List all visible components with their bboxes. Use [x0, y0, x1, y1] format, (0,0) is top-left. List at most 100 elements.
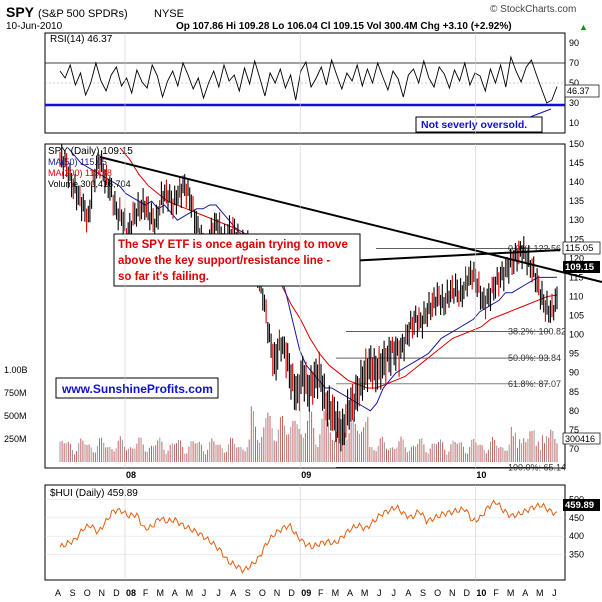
- x-axis-label: M: [361, 588, 369, 598]
- exchange: NYSE: [154, 8, 184, 20]
- price-tick-label: 130: [569, 215, 584, 225]
- website-box: [55, 377, 219, 399]
- price-tick-label: 100: [569, 330, 584, 340]
- price-annotation: The SPY ETF is once again trying to move…: [118, 239, 351, 283]
- rsi-label: RSI(14) 46.37: [50, 34, 113, 45]
- price-tick-label: 135: [569, 196, 584, 206]
- price-tick-label: 145: [569, 158, 584, 168]
- fib-label: 61.8%: 87.07: [508, 379, 561, 389]
- legend-spy: SPY (Daily) 109.15: [48, 146, 133, 157]
- x-axis-label: D: [464, 588, 471, 598]
- x-axis-label: M: [156, 588, 164, 598]
- volume-tick-label: 500M: [4, 411, 27, 421]
- price-tick-label: 105: [569, 311, 584, 321]
- hui-tag-box: [563, 499, 600, 511]
- x-axis-label: J: [552, 588, 557, 598]
- price-tick-label: 70: [569, 444, 579, 454]
- volume-tick-label: 750M: [4, 388, 27, 398]
- price-tick-label: 110: [569, 291, 583, 301]
- x-axis-label: O: [434, 588, 441, 598]
- price-annotation-box: [113, 233, 361, 287]
- up-arrow-icon: ▲: [579, 22, 588, 32]
- x-axis-label: J: [216, 588, 221, 598]
- volume-tag: 300416: [565, 434, 595, 444]
- chart-date: 10-Jun-2010: [6, 21, 63, 32]
- price-tick-label: 120: [569, 253, 584, 263]
- legend-ma200: MA(200) 110.38: [48, 168, 112, 178]
- x-axis-label: S: [70, 588, 76, 598]
- x-axis-label: M: [186, 588, 194, 598]
- x-axis-label: N: [99, 588, 106, 598]
- x-axis-label: N: [449, 588, 456, 598]
- fib-label: 100.0%: 65.14: [508, 462, 566, 472]
- hui-tick-label: 350: [569, 549, 584, 559]
- x-axis-label: F: [318, 588, 324, 598]
- hui-tag: 459.89: [565, 500, 594, 511]
- x-axis-label: F: [493, 588, 499, 598]
- x-axis-label: 10: [476, 588, 486, 598]
- hui-grid: [45, 499, 565, 555]
- x-axis-label: A: [172, 588, 178, 598]
- price-panel: [44, 143, 566, 469]
- price-tick-label: 115: [569, 272, 583, 282]
- legend-ma50: MA(50) 115.05: [48, 157, 107, 167]
- price-annotation-line-2: above the key support/resistance line -: [118, 255, 330, 267]
- x-axis-label: J: [392, 588, 397, 598]
- rsi-ticks: 90 70 50 30 10: [569, 38, 579, 128]
- x-axis-label: D: [288, 588, 295, 598]
- hui-line: [59, 499, 558, 575]
- price-legend: SPY (Daily) 109.15 MA(50) 115.05 MA(200)…: [48, 146, 133, 189]
- x-axis-label: J: [377, 588, 382, 598]
- fib-label: 38.2%: 100.82: [508, 326, 566, 336]
- x-axis-year-label: 09: [301, 470, 311, 480]
- x-axis-label: J: [202, 588, 207, 598]
- rsi-tick-label: 10: [569, 118, 579, 128]
- volume-bars: [59, 406, 558, 462]
- ticker-name: (S&P 500 SPDRs): [38, 8, 128, 20]
- volume-tick-label: 250M: [4, 434, 27, 444]
- x-axis-label: A: [347, 588, 353, 598]
- x-axis-label: O: [259, 588, 266, 598]
- x-axis-label: 09: [301, 588, 311, 598]
- volume-tick-label: 1.00B: [4, 365, 28, 375]
- x-axis-year-label: 10: [476, 470, 486, 480]
- x-axis-label: A: [405, 588, 411, 598]
- legend-volume: Volume 300,416,704: [48, 179, 131, 189]
- rsi-tick-label: 50: [569, 78, 579, 88]
- hui-label: $HUI (Daily) 459.89: [50, 488, 138, 499]
- rsi-tick-label: 70: [569, 58, 579, 68]
- resistance-trendline: [99, 156, 602, 283]
- volume-tag-box: [562, 432, 601, 445]
- rsi-tick-label: 90: [569, 38, 579, 48]
- fib-label: 0.0%: 122.56: [508, 244, 561, 254]
- close-tag: 109.15: [565, 262, 595, 273]
- price-tick-label: 125: [569, 234, 584, 244]
- price-tick-label: 95: [569, 349, 579, 359]
- rsi-tick-label: 30: [569, 98, 579, 108]
- brand-text: © StockCharts.com: [490, 4, 576, 15]
- x-axis-label: N: [274, 588, 281, 598]
- x-axis-label: M: [536, 588, 544, 598]
- rsi-annotation-box: [415, 116, 543, 133]
- rsi-annotation-pointer: [529, 108, 552, 118]
- price-tick-label: 150: [569, 139, 584, 149]
- price-ticks: 150 145 140 135 130 125 120 115 110 105 100 95 90 85 8…: [569, 139, 584, 454]
- close-tag-box: [563, 261, 600, 273]
- rsi-current-tag: 46.37: [567, 86, 590, 96]
- price-annotation-line-1: The SPY ETF is once again trying to move: [118, 239, 348, 251]
- x-axis-label: A: [55, 588, 61, 598]
- ma50-tag: 115.05: [565, 243, 593, 254]
- ohlc-readout: Op 107.86 Hi 109.28 Lo 106.04 Cl 109.15 …: [176, 21, 512, 32]
- volume-ticks: 1.00B 750M 500M 250M: [4, 365, 28, 444]
- price-tick-label: 80: [569, 406, 579, 416]
- hui-tick-label: 400: [569, 531, 584, 541]
- website-text: www.SunshineProfits.com: [61, 382, 213, 396]
- x-axis-label: S: [420, 588, 426, 598]
- x-axis-label: F: [143, 588, 149, 598]
- x-axis-label: M: [507, 588, 515, 598]
- fibonacci-lines: 0.0%: 122.56 38.2%: 100.82 50.0%: 93.84 61.…: [336, 244, 566, 472]
- x-axis-label: A: [522, 588, 528, 598]
- hui-panel: [44, 484, 566, 581]
